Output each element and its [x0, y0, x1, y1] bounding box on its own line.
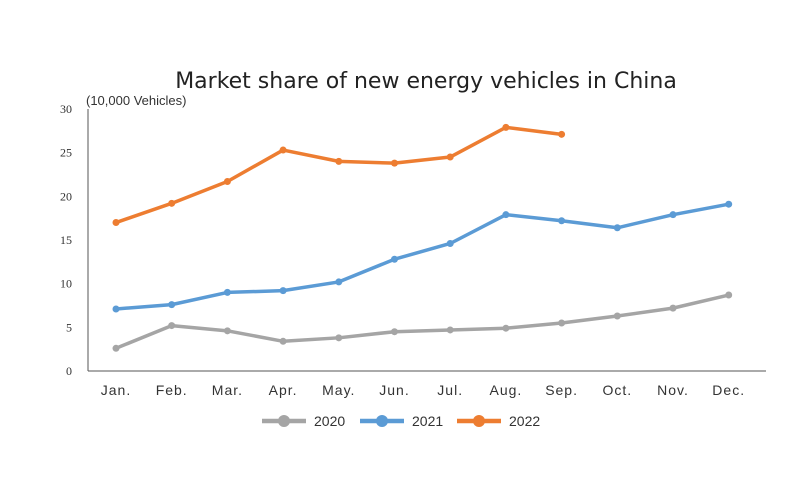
data-point — [279, 287, 287, 295]
data-point — [613, 312, 621, 320]
data-point — [391, 159, 398, 167]
x-tick-label: Jul. — [437, 382, 463, 398]
x-tick-label: Nov. — [657, 382, 689, 398]
data-point — [168, 322, 176, 330]
legend-item-2021: 2021 — [360, 413, 443, 429]
data-point — [335, 334, 343, 342]
data-point — [335, 157, 343, 165]
chart-title: Market share of new energy vehicles in C… — [175, 69, 677, 94]
legend-item-2022: 2022 — [457, 413, 540, 429]
y-tick-label: 30 — [60, 102, 72, 116]
data-point — [558, 217, 566, 225]
data-point — [391, 328, 398, 336]
data-point — [223, 177, 231, 185]
data-point — [223, 288, 231, 296]
x-tick-label: May. — [322, 382, 355, 398]
y-tick-label: 15 — [60, 233, 72, 247]
series-line — [115, 202, 730, 311]
legend-marker — [473, 415, 485, 427]
x-tick-label: Jan. — [101, 382, 131, 398]
legend-item-2020: 2020 — [262, 413, 345, 429]
data-point — [725, 291, 733, 299]
data-point — [502, 211, 510, 219]
data-point — [112, 344, 120, 352]
data-point — [669, 304, 677, 312]
legend-marker — [376, 415, 388, 427]
data-point — [168, 199, 176, 207]
x-tick-label: Dec. — [712, 382, 745, 398]
legend-marker — [278, 415, 290, 427]
data-point — [279, 146, 287, 154]
data-point — [223, 327, 231, 335]
legend-label: 2021 — [412, 413, 443, 429]
x-tick-label: Oct. — [602, 382, 632, 398]
x-tick-label: Aug. — [489, 382, 522, 398]
data-point — [168, 301, 176, 309]
series-2021 — [112, 200, 733, 313]
x-tick-label: Apr. — [269, 382, 298, 398]
data-point — [558, 319, 566, 327]
data-point — [613, 224, 621, 232]
y-tick-label: 25 — [60, 146, 72, 160]
data-point — [446, 153, 454, 161]
data-point — [502, 324, 510, 332]
legend-label: 2022 — [509, 413, 540, 429]
y-tick-label: 10 — [60, 277, 72, 291]
data-point — [391, 255, 398, 263]
legend-label: 2020 — [314, 413, 345, 429]
data-point — [669, 211, 677, 219]
data-point — [279, 337, 287, 345]
y-tick-label: 0 — [66, 364, 72, 378]
data-point — [335, 278, 343, 286]
data-point — [112, 305, 120, 313]
x-tick-label: Jun. — [379, 382, 409, 398]
data-point — [446, 326, 454, 334]
data-point — [558, 130, 566, 138]
data-point — [446, 239, 454, 247]
data-point — [725, 200, 733, 208]
series-line — [115, 125, 562, 225]
y-axis-label: (10,000 Vehicles) — [86, 93, 186, 108]
data-point — [112, 219, 120, 227]
x-tick-label: Feb. — [156, 382, 188, 398]
data-point — [502, 123, 510, 131]
y-tick-label: 20 — [60, 189, 72, 203]
series-line — [115, 293, 730, 350]
y-tick-label: 5 — [66, 320, 72, 334]
x-tick-label: Sep. — [545, 382, 578, 398]
series-2022 — [112, 123, 566, 227]
x-tick-label: Mar. — [212, 382, 243, 398]
series-2020 — [112, 291, 733, 352]
